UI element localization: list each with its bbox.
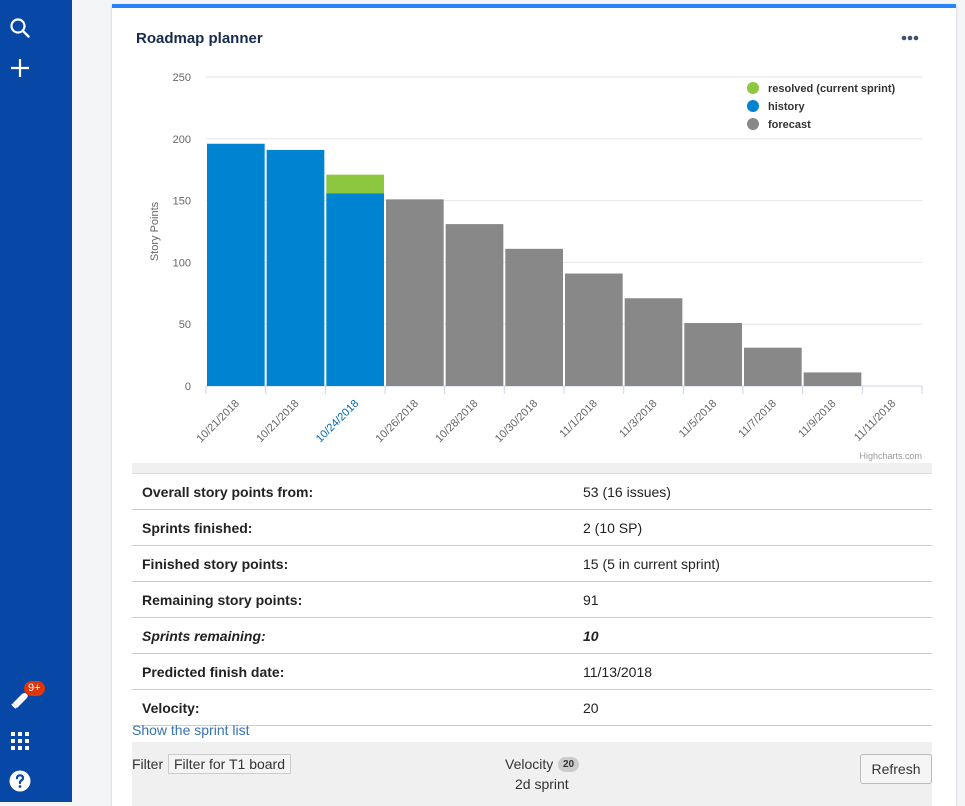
roadmap-chart: 0 50 100 150 200 250 Story Points 10/21/2018 10/… (149, 72, 923, 461)
bar-history[interactable] (207, 143, 265, 386)
legend-marker[interactable] (747, 100, 759, 112)
legend-item[interactable]: resolved (current sprint) (768, 83, 895, 95)
stats-label: Velocity: (142, 700, 200, 716)
y-axis-label: Story Points (149, 201, 161, 261)
stats-table: Overall story points from: 53 (16 issues)… (132, 463, 932, 726)
search-icon[interactable] (8, 16, 32, 40)
y-tick-label: 100 (173, 257, 191, 269)
panel-title: Roadmap planner (136, 30, 263, 47)
bar-history[interactable] (266, 149, 325, 386)
y-tick-label: 150 (173, 196, 191, 208)
legend-item[interactable]: history (768, 101, 806, 113)
notifications-icon[interactable] (8, 688, 32, 712)
sidebar-nav: 9+ (0, 0, 72, 802)
x-tick-label[interactable]: 10/24/2018 (314, 398, 361, 445)
stats-row: Finished story points: 15 (5 in current s… (132, 546, 932, 582)
velocity-label: Velocity (505, 756, 554, 772)
filter-label: Filter (132, 756, 164, 772)
stats-value: 53 (16 issues) (583, 484, 671, 500)
velocity-sprint-length: 2d sprint (515, 776, 569, 792)
x-tick-label: 10/30/2018 (493, 398, 540, 445)
plus-icon[interactable] (8, 56, 32, 80)
chart-credits[interactable]: Highcharts.com (859, 451, 922, 461)
filter-select[interactable]: Filter for T1 board (168, 754, 292, 774)
x-tick-label: 10/28/2018 (433, 398, 480, 445)
stats-row: Velocity: 20 (132, 690, 932, 726)
bar-forecast[interactable] (565, 273, 623, 386)
x-tick-label: 11/9/2018 (796, 398, 839, 441)
stats-row: Sprints remaining: 10 (132, 618, 932, 654)
x-tick-label: 10/26/2018 (374, 398, 421, 445)
bar-forecast[interactable] (684, 322, 742, 386)
bar-forecast[interactable] (624, 298, 683, 386)
bar-resolved[interactable] (326, 174, 384, 194)
app-switcher-icon[interactable] (8, 729, 32, 753)
x-tick-label: 11/3/2018 (617, 398, 660, 441)
stats-value: 2 (10 SP) (583, 520, 643, 536)
stats-row: Remaining story points: 91 (132, 582, 932, 618)
bar-forecast[interactable] (803, 372, 862, 386)
stats-label: Overall story points from: (142, 484, 314, 500)
help-icon[interactable] (8, 769, 32, 793)
y-tick-label: 0 (185, 381, 191, 393)
stats-row: Overall story points from: 53 (16 issues) (132, 473, 932, 510)
x-tick-label: 10/21/2018 (254, 398, 301, 445)
bar-forecast[interactable] (505, 248, 563, 386)
bar-forecast[interactable] (445, 224, 504, 386)
stats-value: 10 (583, 628, 599, 644)
stats-value: 11/13/2018 (583, 664, 653, 680)
stats-label: Sprints finished: (142, 520, 253, 536)
x-tick-label: 11/1/2018 (557, 398, 600, 441)
notification-badge: 9+ (24, 681, 45, 696)
legend-item[interactable]: forecast (768, 119, 811, 131)
x-tick-label: 11/11/2018 (852, 398, 898, 444)
x-tick-label: 11/5/2018 (677, 398, 720, 441)
refresh-button[interactable]: Refresh (860, 754, 932, 784)
more-options-button[interactable] (898, 28, 922, 48)
stats-label: Predicted finish date: (142, 664, 285, 680)
y-tick-label: 50 (179, 319, 191, 331)
stats-value: 91 (583, 592, 599, 608)
stats-value: 15 (5 in current sprint) (583, 556, 720, 572)
stats-row: Sprints finished: 2 (10 SP) (132, 510, 932, 546)
stats-row: Predicted finish date: 11/13/2018 (132, 654, 932, 690)
velocity-badge: 20 (558, 757, 580, 772)
stats-label: Finished story points: (142, 556, 289, 572)
x-tick-label: 10/21/2018 (195, 398, 242, 445)
y-tick-label: 250 (173, 72, 191, 84)
footer-bar: Filter Filter for T1 board Velocity 20 2… (132, 742, 932, 806)
legend-marker[interactable] (747, 82, 759, 94)
bar-forecast[interactable] (744, 347, 802, 386)
bar-forecast[interactable] (386, 199, 444, 386)
x-tick-label: 11/7/2018 (736, 398, 779, 441)
roadmap-planner-panel: Roadmap planner 0 50 100 150 200 250 Story Poi… (112, 4, 956, 806)
show-sprint-list-link[interactable]: Show the sprint list (132, 722, 250, 738)
stats-label: Sprints remaining: (142, 628, 266, 644)
y-tick-label: 200 (173, 134, 191, 146)
bar-history[interactable] (326, 193, 384, 386)
stats-label: Remaining story points: (142, 592, 303, 608)
legend-marker[interactable] (747, 118, 759, 130)
stats-value: 20 (583, 700, 599, 716)
